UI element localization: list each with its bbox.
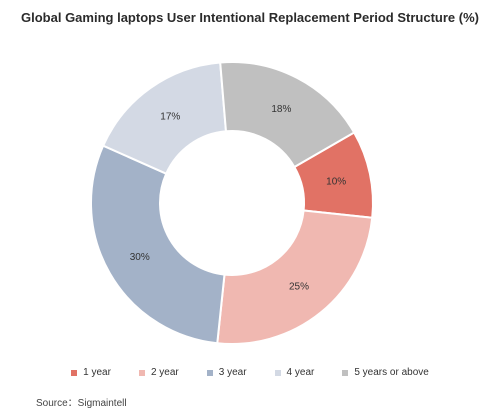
chart-title: Global Gaming laptops User Intentional R… xyxy=(21,10,479,25)
legend-swatch xyxy=(71,369,78,376)
legend-label: 1 year xyxy=(83,367,111,378)
legend-item-3-year: 3 year xyxy=(206,367,247,378)
legend-item-5-years-or-above: 5 years or above xyxy=(342,367,429,378)
slice-3-year xyxy=(90,144,226,345)
slice-4-year-label: 17% xyxy=(160,112,180,123)
legend-label: 2 year xyxy=(150,367,179,378)
slice-5-years-or-above-label: 18% xyxy=(271,104,291,115)
chart-legend: 1 year 2 year 3 year 4 year 5 years or a… xyxy=(0,367,500,378)
legend-label: 4 year xyxy=(286,367,315,378)
slice-1-year-label: 10% xyxy=(326,176,346,187)
legend-label: 5 years or above xyxy=(354,367,429,378)
source-note: Source：Sigmaintell xyxy=(36,398,127,409)
legend-label: 3 year xyxy=(218,367,247,378)
legend-item-4-year: 4 year xyxy=(274,367,315,378)
donut-chart: 10% 25% 30% 17% 18% xyxy=(90,61,374,345)
legend-swatch xyxy=(274,369,281,376)
slice-3-year-label: 30% xyxy=(130,252,150,263)
slice-4-year xyxy=(101,61,228,176)
legend-item-1-year: 1 year xyxy=(71,367,111,378)
legend-swatch xyxy=(138,369,145,376)
slice-5-years-or-above xyxy=(219,61,356,169)
legend-item-2-year: 2 year xyxy=(138,367,179,378)
legend-swatch xyxy=(206,369,213,376)
slice-2-year xyxy=(216,209,374,345)
legend-swatch xyxy=(342,369,349,376)
slice-2-year-label: 25% xyxy=(289,281,309,292)
